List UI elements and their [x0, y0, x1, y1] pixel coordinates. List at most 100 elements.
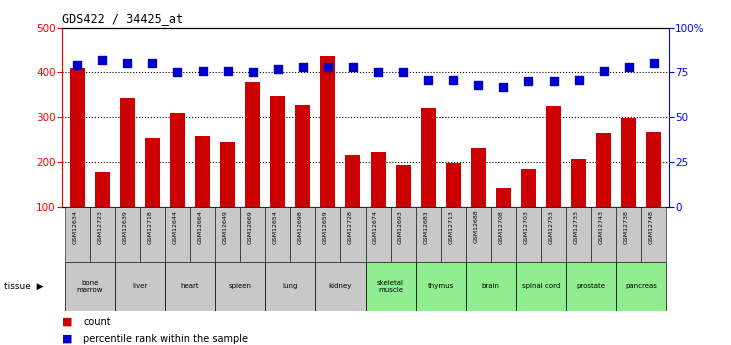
Text: heart: heart — [181, 283, 200, 289]
Point — [322, 64, 334, 70]
Text: count: count — [83, 317, 111, 327]
Bar — [165, 262, 215, 310]
Bar — [366, 207, 390, 262]
Bar — [115, 207, 140, 262]
Bar — [90, 207, 115, 262]
Bar — [115, 262, 165, 310]
Text: GSM12718: GSM12718 — [148, 210, 152, 244]
Bar — [245, 82, 260, 252]
Text: GSM12753: GSM12753 — [548, 210, 553, 244]
Point — [648, 61, 659, 66]
Bar — [341, 207, 366, 262]
Bar — [566, 207, 591, 262]
Point — [72, 62, 83, 68]
Point — [372, 70, 384, 75]
Point — [247, 70, 259, 75]
Bar — [466, 207, 491, 262]
Point — [423, 77, 434, 82]
Point — [447, 77, 459, 82]
Bar — [69, 68, 85, 252]
Text: GDS422 / 34425_at: GDS422 / 34425_at — [62, 12, 183, 25]
Point — [472, 82, 484, 88]
Bar — [546, 106, 561, 252]
Text: ■: ■ — [62, 334, 72, 344]
Text: ■: ■ — [62, 317, 72, 327]
Text: GSM12738: GSM12738 — [624, 210, 629, 244]
Bar — [215, 262, 265, 310]
Bar — [390, 207, 416, 262]
Bar — [170, 113, 185, 252]
Point — [297, 64, 308, 70]
Text: skeletal
muscle: skeletal muscle — [377, 280, 404, 293]
Text: GSM12708: GSM12708 — [499, 210, 504, 244]
Point — [397, 70, 409, 75]
Bar — [265, 207, 290, 262]
Point — [573, 77, 585, 82]
Point — [548, 79, 559, 84]
Bar — [416, 262, 466, 310]
Text: GSM12649: GSM12649 — [223, 210, 227, 244]
Bar — [270, 96, 285, 252]
Bar — [220, 142, 235, 252]
Bar — [140, 207, 165, 262]
Bar — [466, 262, 516, 310]
Point — [272, 66, 284, 72]
Bar — [491, 207, 516, 262]
Text: GSM12748: GSM12748 — [649, 210, 654, 244]
Bar — [371, 152, 385, 252]
Text: GSM12674: GSM12674 — [373, 210, 378, 244]
Text: brain: brain — [482, 283, 500, 289]
Bar — [346, 155, 360, 252]
Text: GSM12639: GSM12639 — [122, 210, 127, 244]
Text: spleen: spleen — [229, 283, 251, 289]
Point — [498, 84, 510, 90]
Text: GSM12713: GSM12713 — [448, 210, 453, 244]
Text: GSM12743: GSM12743 — [599, 210, 604, 244]
Text: thymus: thymus — [428, 283, 454, 289]
Bar — [420, 108, 436, 252]
Bar — [566, 262, 616, 310]
Bar — [616, 262, 667, 310]
Text: GSM12698: GSM12698 — [298, 210, 303, 244]
Bar — [641, 207, 667, 262]
Text: GSM12728: GSM12728 — [348, 210, 353, 244]
Bar — [290, 207, 315, 262]
Point — [221, 68, 233, 73]
Text: pancreas: pancreas — [625, 283, 657, 289]
Bar — [165, 207, 190, 262]
Bar — [64, 207, 90, 262]
Text: GSM12654: GSM12654 — [273, 210, 278, 244]
Point — [598, 68, 610, 73]
Text: GSM12683: GSM12683 — [423, 210, 428, 244]
Bar — [496, 188, 511, 252]
Point — [623, 64, 635, 70]
Bar — [64, 262, 115, 310]
Bar — [366, 262, 416, 310]
Bar — [395, 165, 411, 252]
Text: GSM12693: GSM12693 — [398, 210, 403, 244]
Bar — [120, 98, 135, 252]
Text: bone
marrow: bone marrow — [77, 280, 103, 293]
Bar — [95, 172, 110, 252]
Bar — [315, 207, 341, 262]
Text: lung: lung — [283, 283, 298, 289]
Bar — [265, 262, 315, 310]
Bar — [591, 207, 616, 262]
Text: GSM12688: GSM12688 — [473, 210, 478, 243]
Text: kidney: kidney — [329, 283, 352, 289]
Bar — [516, 262, 566, 310]
Bar — [195, 136, 210, 252]
Text: GSM12644: GSM12644 — [173, 210, 178, 244]
Point — [96, 57, 108, 63]
Text: GSM12664: GSM12664 — [197, 210, 202, 244]
Text: prostate: prostate — [577, 283, 606, 289]
Point — [347, 64, 359, 70]
Text: spinal cord: spinal cord — [522, 283, 560, 289]
Bar — [521, 169, 536, 252]
Bar — [516, 207, 541, 262]
Text: GSM12723: GSM12723 — [97, 210, 102, 244]
Bar — [240, 207, 265, 262]
Text: tissue  ▶: tissue ▶ — [4, 282, 43, 291]
Point — [146, 61, 158, 66]
Bar — [320, 56, 336, 252]
